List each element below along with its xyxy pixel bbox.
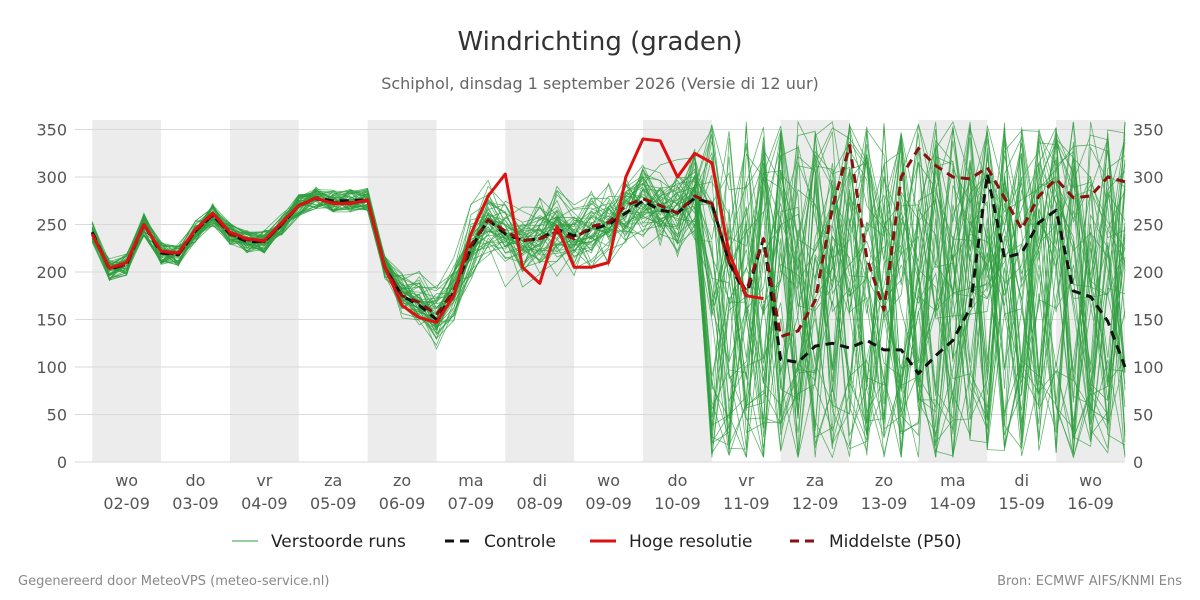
- ensemble-member-line: [91, 126, 1126, 450]
- y-tick-label: 200: [36, 263, 67, 282]
- legend-label: Verstoorde runs: [271, 532, 406, 552]
- ensemble-member-line: [91, 120, 1126, 454]
- x-tick-label: vr: [256, 471, 272, 490]
- y-tick-label: 0: [57, 453, 67, 472]
- x-tick-label: 05-09: [310, 494, 357, 513]
- ensemble-member-line: [91, 121, 1126, 459]
- x-tick-label: zo: [393, 471, 411, 490]
- x-tick-label: 16-09: [1067, 494, 1114, 513]
- y-tick-label: 150: [36, 311, 67, 330]
- chart-title: Windrichting (graden): [457, 27, 742, 57]
- footer-generated: Gegenereerd door MeteoVPS (meteo-service…: [18, 574, 329, 589]
- ensemble-member-line: [91, 129, 1126, 456]
- ensemble-member-line: [91, 122, 1126, 454]
- x-tick-label: do: [186, 471, 206, 490]
- ensemble-member-line: [91, 159, 1126, 444]
- ensemble-member-line: [91, 122, 1126, 455]
- x-tick-label: ma: [458, 471, 483, 490]
- y-tick-label: 50: [1133, 406, 1153, 425]
- x-tick-label: do: [667, 471, 687, 490]
- ensemble-member-line: [91, 146, 1126, 438]
- x-tick-label: 13-09: [861, 494, 908, 513]
- x-tick-label: 08-09: [517, 494, 564, 513]
- y-tick-label: 100: [1133, 358, 1164, 377]
- x-tick-label: 12-09: [792, 494, 839, 513]
- legend-label: Hoge resolutie: [629, 532, 753, 552]
- shaded-day: [505, 120, 575, 462]
- x-tick-label: za: [806, 471, 824, 490]
- ensemble-member-line: [91, 133, 1126, 458]
- shaded-day: [92, 120, 162, 462]
- x-tick-label: di: [1014, 471, 1029, 490]
- y-tick-label: 300: [36, 168, 67, 187]
- x-tick-label: 10-09: [654, 494, 701, 513]
- series-line: [90, 172, 1127, 376]
- legend-label: Controle: [484, 532, 556, 552]
- x-tick-label: wo: [115, 471, 138, 490]
- x-tick-label: 06-09: [379, 494, 426, 513]
- x-tick-label: wo: [597, 471, 620, 490]
- x-tick-label: za: [324, 471, 342, 490]
- x-tick-label: ma: [940, 471, 965, 490]
- legend-label: Middelste (P50): [829, 532, 962, 552]
- x-tick-label: 02-09: [103, 494, 150, 513]
- x-axis: wo 02-09 do 03-09 vr 04-09 za 05-09 zo 06-09 ma 07-…: [103, 471, 1113, 513]
- ensemble-member-line: [91, 131, 1126, 453]
- chart-subtitle: Schiphol, dinsdag 1 september 2026 (Vers…: [381, 74, 819, 93]
- y-tick-label: 200: [1133, 263, 1164, 282]
- x-tick-label: 03-09: [172, 494, 219, 513]
- y-tick-label: 150: [1133, 311, 1164, 330]
- x-tick-label: 15-09: [998, 494, 1045, 513]
- x-tick-label: vr: [738, 471, 754, 490]
- plot-area: [90, 120, 1127, 459]
- y-tick-label: 250: [36, 216, 67, 235]
- legend: Verstoorde runs Controle Hoge resolutie Mid…: [232, 532, 962, 552]
- y-tick-label: 0: [1133, 453, 1143, 472]
- y-tick-label: 100: [36, 358, 67, 377]
- x-tick-label: wo: [1079, 471, 1102, 490]
- ensemble-member-line: [91, 129, 1126, 458]
- y-tick-label: 350: [1133, 121, 1164, 140]
- x-tick-label: zo: [875, 471, 893, 490]
- x-tick-label: 04-09: [241, 494, 288, 513]
- y-tick-label: 300: [1133, 168, 1164, 187]
- x-tick-label: 11-09: [723, 494, 770, 513]
- y-axis-right: 0 50 100 150 200 250 300 350: [1133, 121, 1164, 473]
- y-tick-label: 350: [36, 121, 67, 140]
- shaded-day: [229, 120, 299, 462]
- y-tick-label: 250: [1133, 216, 1164, 235]
- y-tick-label: 50: [47, 406, 67, 425]
- y-axis-left: 0 50 100 150 200 250 300 350: [36, 121, 67, 473]
- x-tick-label: 09-09: [585, 494, 632, 513]
- footer-source: Bron: ECMWF AIFS/KNMI Ens: [997, 574, 1182, 589]
- x-tick-label: 07-09: [448, 494, 495, 513]
- series-line: [90, 137, 764, 324]
- x-tick-label: di: [532, 471, 547, 490]
- x-tick-label: 14-09: [930, 494, 977, 513]
